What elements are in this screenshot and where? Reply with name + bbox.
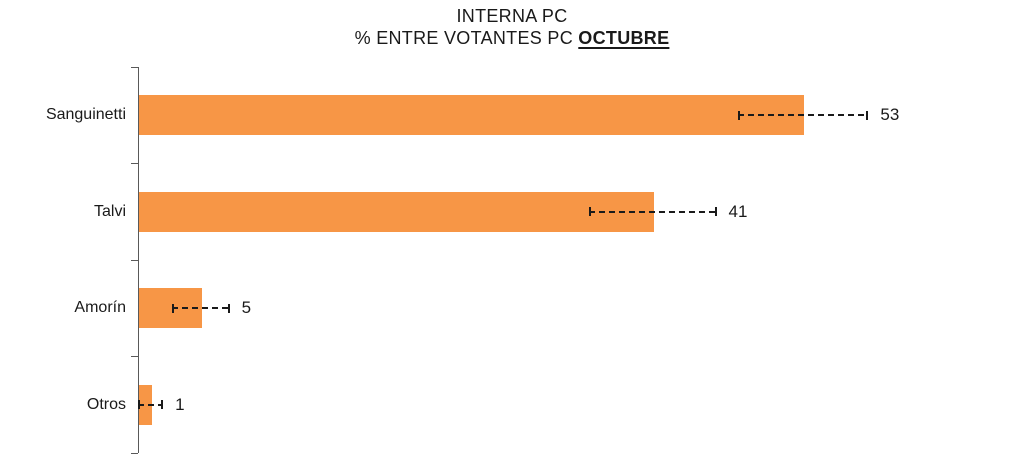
- error-bar-cap-left: [171, 303, 174, 313]
- value-label-sanguinetti: 53: [880, 105, 900, 125]
- axis-tick: [131, 163, 138, 164]
- error-bar-otros: [138, 400, 164, 410]
- chart-subtitle: % ENTRE VOTANTES PC OCTUBRE: [0, 27, 1024, 49]
- error-bar-sanguinetti: [737, 110, 869, 120]
- error-bar-cap-right: [227, 303, 230, 313]
- axis-tick: [131, 259, 138, 261]
- error-bar-cap-right: [866, 110, 869, 120]
- error-bar-cap-right: [161, 400, 164, 410]
- bar-sanguinetti: [139, 95, 805, 136]
- chart-subtitle-emphasis: OCTUBRE: [578, 28, 670, 48]
- error-bar-cap-left: [588, 207, 591, 217]
- category-label-otros: Otros: [86, 395, 126, 413]
- error-bar-cap-left: [737, 110, 740, 120]
- y-axis-line: [138, 67, 139, 453]
- error-bar-amorin: [171, 303, 230, 313]
- category-label-sanguinetti: Sanguinetti: [45, 106, 126, 124]
- error-bar-cap-right: [714, 207, 717, 217]
- error-bar-talvi: [588, 207, 717, 217]
- value-label-talvi: 41: [728, 201, 748, 221]
- axis-tick: [131, 66, 138, 68]
- bar-talvi: [139, 191, 654, 232]
- value-label-amorin: 5: [241, 298, 252, 318]
- error-bar-cap-left: [138, 400, 140, 410]
- category-label-talvi: Talvi: [93, 202, 126, 220]
- chart-subtitle-prefix: % ENTRE VOTANTES PC: [354, 28, 579, 48]
- axis-tick: [131, 452, 138, 454]
- value-label-otros: 1: [175, 394, 185, 414]
- chart-title: INTERNA PC: [456, 6, 568, 26]
- chart-title-block: INTERNA PC % ENTRE VOTANTES PC OCTUBRE: [0, 5, 1024, 49]
- category-label-amorin: Amorín: [74, 299, 126, 317]
- axis-tick: [131, 356, 138, 357]
